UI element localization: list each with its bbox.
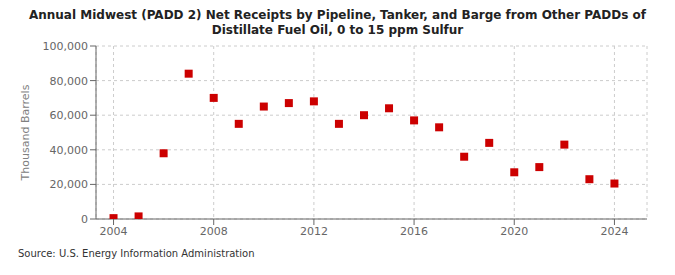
svg-text:Thousand Barrels: Thousand Barrels (19, 84, 32, 181)
svg-text:40,000: 40,000 (50, 144, 89, 157)
html-text:Source: U.S. Energy Informatio: Source: U.S. Energy Information Administ… (18, 248, 255, 259)
svg-text:0: 0 (81, 213, 88, 226)
svg-text:2012: 2012 (300, 225, 328, 238)
svg-text:2024: 2024 (600, 225, 628, 238)
svg-text:20,000: 20,000 (50, 178, 89, 191)
svg-text:80,000: 80,000 (50, 75, 89, 88)
svg-text:100,000: 100,000 (43, 40, 89, 53)
svg-text:2004: 2004 (100, 225, 128, 238)
html-text:Annual Midwest (PADD 2) Net Re: Annual Midwest (PADD 2) Net Receipts by … (29, 8, 646, 22)
svg-text:60,000: 60,000 (50, 109, 89, 122)
svg-text:2008: 2008 (200, 225, 228, 238)
html-text:Distillate Fuel Oil, 0 to 15 p: Distillate Fuel Oil, 0 to 15 ppm Sulfur (211, 23, 464, 37)
svg-text:2016: 2016 (400, 225, 428, 238)
svg-text:2020: 2020 (500, 225, 528, 238)
